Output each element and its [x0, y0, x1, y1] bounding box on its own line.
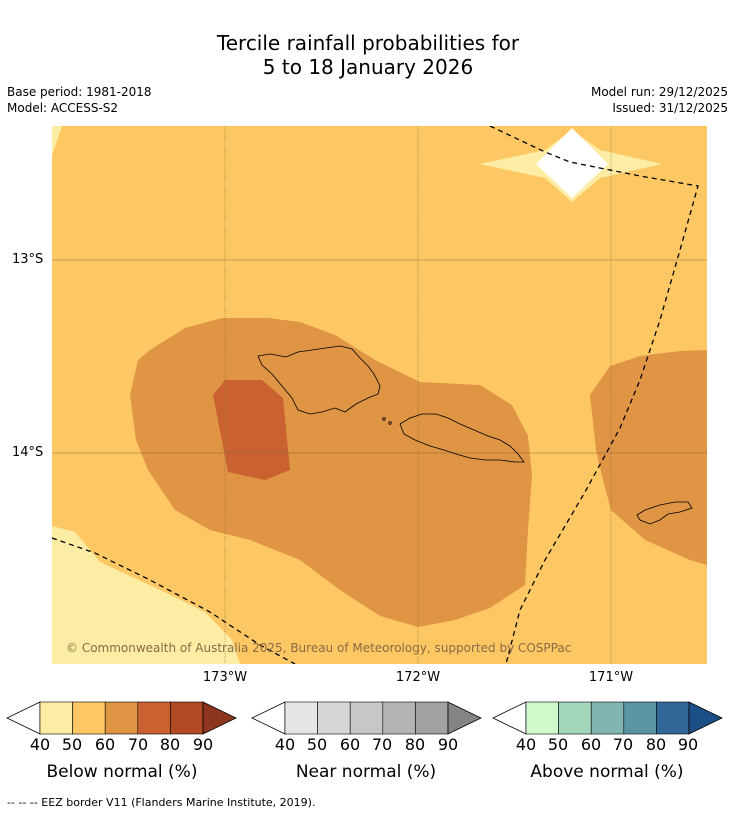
- tick-label: 50: [61, 735, 83, 754]
- colorbar-extend-low: [492, 701, 527, 735]
- no-signal-region: [536, 128, 608, 198]
- small-islet: [382, 417, 386, 421]
- colorbar-extend-low: [251, 701, 286, 735]
- below-40-region-topleft: [52, 126, 62, 155]
- colorbar-label-near: Near normal (%): [295, 762, 437, 782]
- tick-label: 60: [94, 735, 116, 754]
- lon-label-171w: 171°W: [588, 670, 634, 685]
- colorbar-segment: [284, 701, 318, 735]
- chart-title: Tercile rainfall probabilities for 5 to …: [0, 31, 736, 79]
- colorbar-segment: [656, 701, 690, 735]
- lat-label-14s: 14°S: [12, 445, 44, 460]
- tick-label: 80: [645, 735, 667, 754]
- tick-label: 70: [371, 735, 393, 754]
- colorbar-near: [251, 701, 482, 735]
- tick-label: 40: [274, 735, 296, 754]
- below-70-region: [213, 380, 290, 480]
- tick-label: 90: [192, 735, 214, 754]
- colorbar-segment: [137, 701, 171, 735]
- tick-label: 90: [677, 735, 699, 754]
- colorbar-segment: [170, 701, 204, 735]
- tick-label: 50: [306, 735, 328, 754]
- below-60-region-american-samoa: [590, 350, 707, 565]
- eez-footnote: -- -- -- EEZ border V11 (Flanders Marine…: [7, 796, 316, 809]
- colorbar-below: [6, 701, 237, 735]
- tick-label: 70: [612, 735, 634, 754]
- tick-label: 80: [404, 735, 426, 754]
- tick-label: 90: [437, 735, 459, 754]
- eez-borders: [52, 126, 699, 664]
- colorbar-segment: [39, 701, 73, 735]
- model-text: Model: ACCESS-S2: [7, 101, 119, 115]
- colorbar-extend-high: [447, 701, 482, 735]
- colorbar-label-above: Above normal (%): [530, 762, 684, 782]
- map-plot-area: [52, 126, 707, 664]
- lon-label-172w: 172°W: [395, 670, 441, 685]
- title-line-2: 5 to 18 January 2026: [262, 55, 474, 79]
- colorbar-segment: [349, 701, 384, 735]
- lon-label-173w: 173°W: [202, 670, 248, 685]
- meta-right: Model run: 29/12/2025 Issued: 31/12/2025: [591, 84, 728, 116]
- small-islet: [388, 421, 392, 425]
- tick-label: 50: [547, 735, 569, 754]
- colorbar-extend-high: [688, 701, 723, 735]
- lat-label-13s: 13°S: [12, 252, 44, 267]
- colorbar-above: [492, 701, 723, 735]
- colorbar-segment: [415, 701, 449, 735]
- colorbar-segment: [72, 701, 106, 735]
- meridians: [224, 126, 612, 664]
- tick-label: 60: [580, 735, 602, 754]
- meta-left: Base period: 1981-2018 Model: ACCESS-S2: [7, 84, 152, 116]
- tick-label: 60: [339, 735, 361, 754]
- colorbar-extend-high: [202, 701, 237, 735]
- base-period-text: Base period: 1981-2018: [7, 85, 152, 99]
- colorbar-segment: [382, 701, 416, 735]
- colorbar-segment: [104, 701, 139, 735]
- colorbar-extend-low: [6, 701, 41, 735]
- colorbar-label-below: Below normal (%): [46, 762, 198, 782]
- colorbar-segment: [317, 701, 351, 735]
- colorbar-segment: [558, 701, 592, 735]
- issued-text: Issued: 31/12/2025: [612, 101, 728, 115]
- tutuila-island: [636, 501, 693, 525]
- colorbar-segment: [525, 701, 559, 735]
- tick-label: 40: [515, 735, 537, 754]
- tick-label: 80: [159, 735, 181, 754]
- upolu-island: [257, 345, 381, 415]
- copyright-text: © Commonwealth of Australia 2025, Bureau…: [66, 641, 572, 655]
- title-line-1: Tercile rainfall probabilities for: [216, 31, 520, 55]
- eez-border-east: [489, 126, 699, 664]
- model-run-text: Model run: 29/12/2025: [590, 85, 728, 99]
- eez-border-southwest: [52, 537, 296, 664]
- tick-label: 40: [29, 735, 51, 754]
- tick-label: 70: [127, 735, 149, 754]
- coastlines: [257, 345, 693, 525]
- below-40-region-bottomleft: [52, 526, 240, 664]
- colorbar-segment: [590, 701, 625, 735]
- colorbar-segment: [623, 701, 657, 735]
- graticule: [52, 259, 707, 454]
- savaii-island: [399, 413, 525, 463]
